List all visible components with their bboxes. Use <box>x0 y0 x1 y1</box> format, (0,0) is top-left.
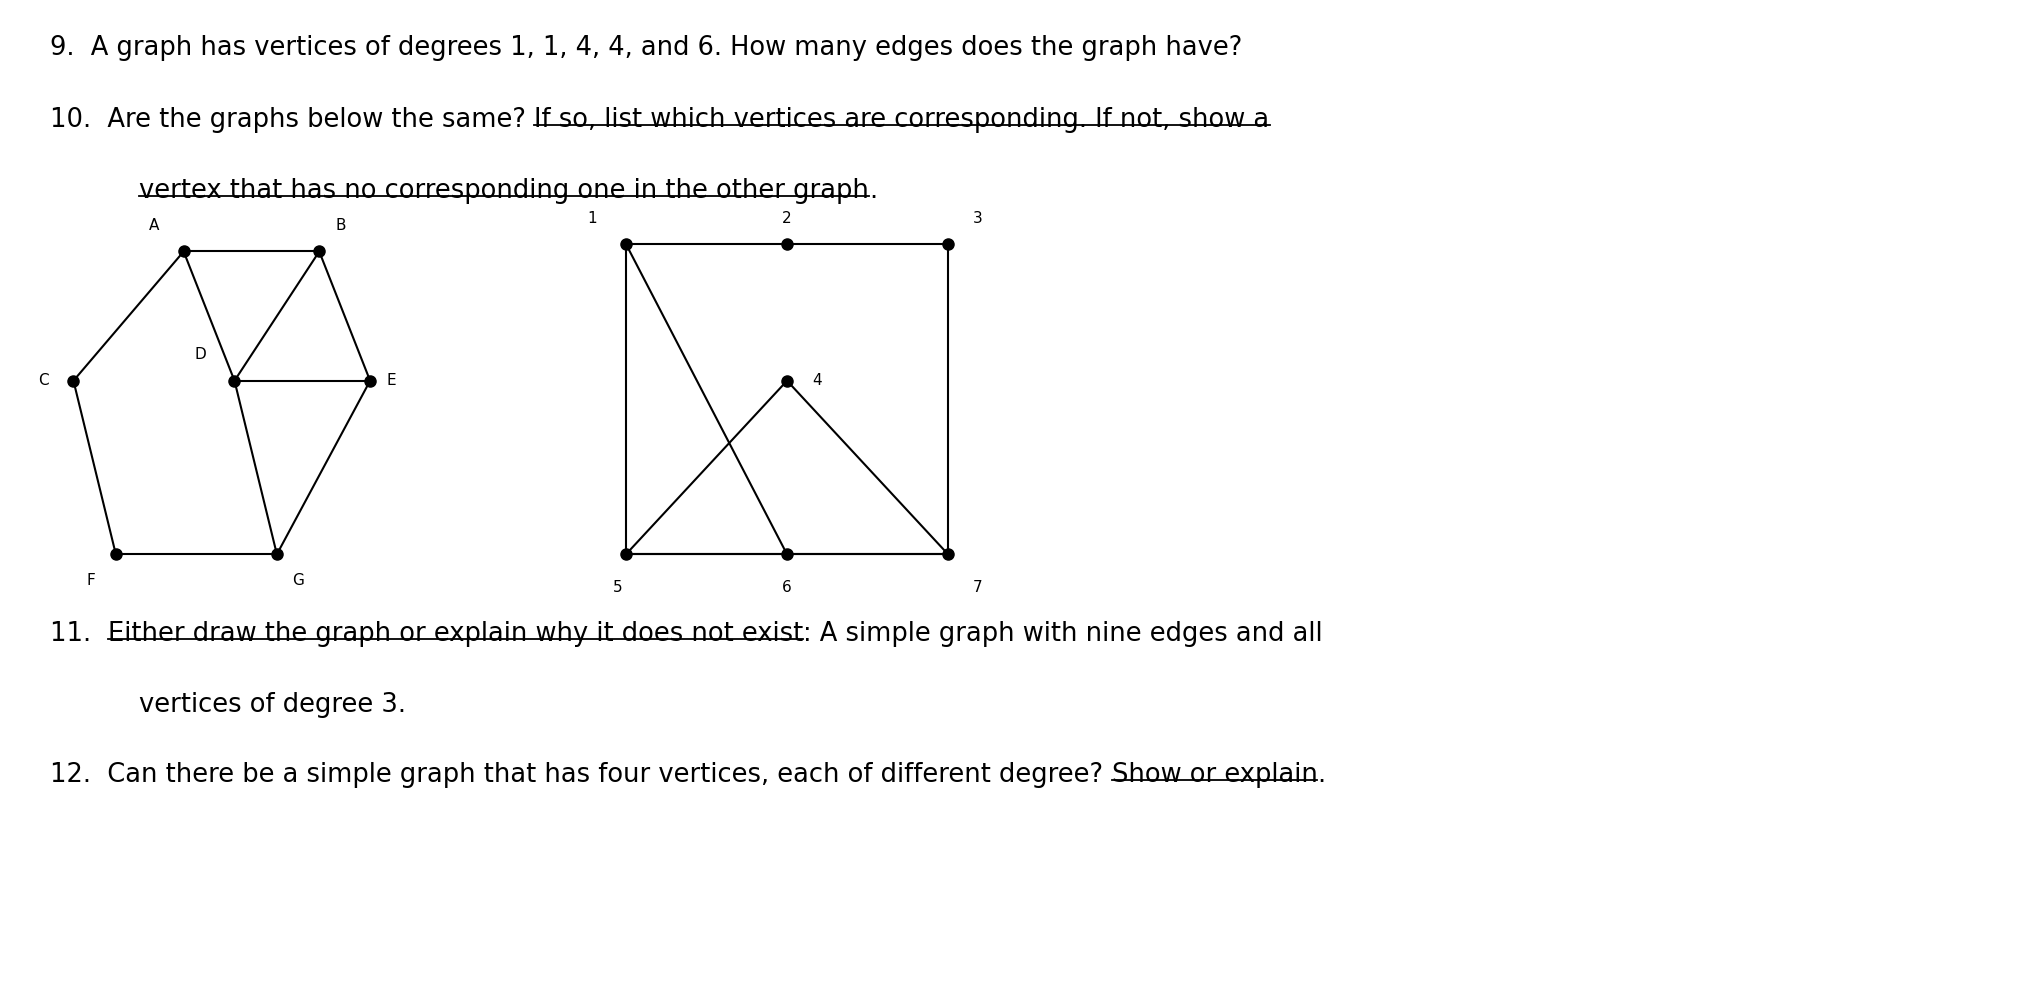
Text: .: . <box>1318 762 1326 788</box>
Text: B: B <box>335 219 345 234</box>
Text: 6: 6 <box>783 580 791 595</box>
Text: If so, list which vertices are corresponding. If not, show a: If so, list which vertices are correspon… <box>535 107 1269 133</box>
Text: 3: 3 <box>973 211 983 226</box>
Text: F: F <box>87 573 95 588</box>
Text: A: A <box>149 219 159 234</box>
Text: 1: 1 <box>587 211 597 226</box>
Text: 7: 7 <box>973 580 983 595</box>
Text: G: G <box>293 573 305 588</box>
Text: .: . <box>870 178 878 204</box>
Text: 2: 2 <box>783 211 791 226</box>
Text: 9.  A graph has vertices of degrees 1, 1, 4, 4, and 6. How many edges does the g: 9. A graph has vertices of degrees 1, 1,… <box>50 35 1243 61</box>
Text: 10.  Are the graphs below the same?: 10. Are the graphs below the same? <box>50 107 535 133</box>
Text: vertex that has no corresponding one in the other graph: vertex that has no corresponding one in … <box>139 178 870 204</box>
Text: E: E <box>387 373 396 388</box>
Text: 11.: 11. <box>50 621 107 647</box>
Text: D: D <box>194 347 206 362</box>
Text: 12.  Can there be a simple graph that has four vertices, each of different degre: 12. Can there be a simple graph that has… <box>50 762 1112 788</box>
Text: vertices of degree 3.: vertices of degree 3. <box>139 692 406 718</box>
Text: : A simple graph with nine edges and all: : A simple graph with nine edges and all <box>803 621 1322 647</box>
Text: Show or explain: Show or explain <box>1112 762 1318 788</box>
Text: Either draw the graph or explain why it does not exist: Either draw the graph or explain why it … <box>107 621 803 647</box>
Text: 4: 4 <box>811 373 821 388</box>
Text: 5: 5 <box>613 580 622 595</box>
Text: C: C <box>38 373 48 388</box>
